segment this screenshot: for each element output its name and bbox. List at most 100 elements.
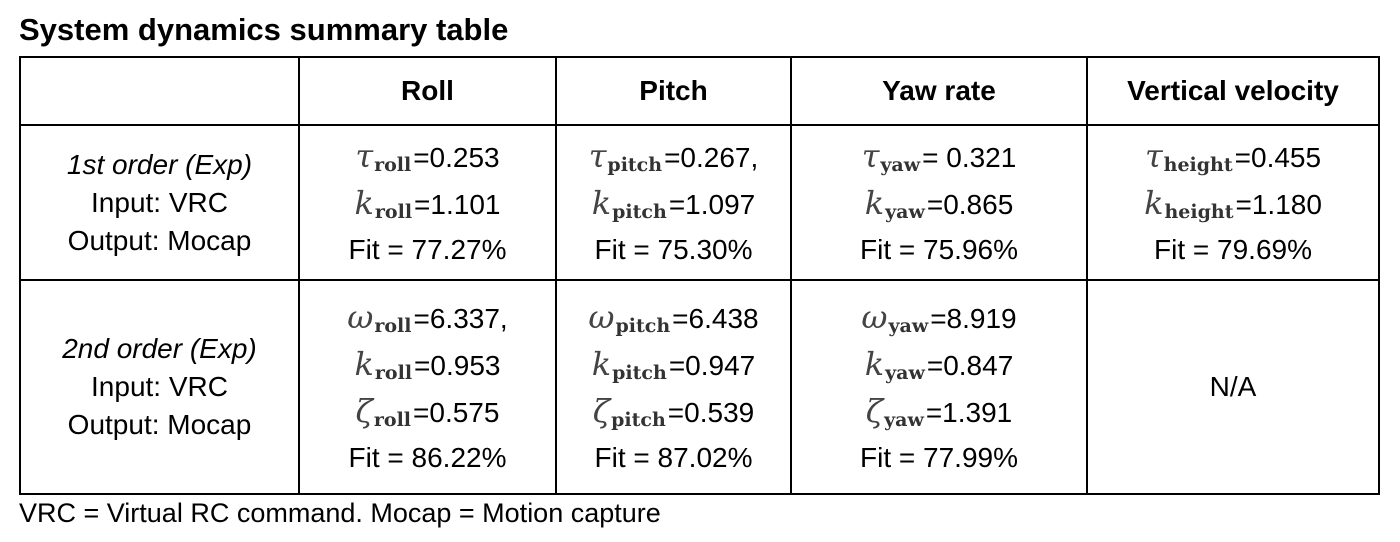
model-input: Input: VRC [91, 371, 228, 402]
parameter-line: kyaw=0.847 [792, 343, 1086, 390]
parameter-subscript: pitch [612, 200, 667, 223]
model-output: Output: Mocap [67, 409, 252, 440]
parameter-symbol: τ [588, 136, 607, 175]
fit-value: Fit = 87.02% [594, 441, 753, 473]
header-row: Roll Pitch Yaw rate Vertical velocity [19, 56, 1380, 126]
parameter-value: =0.947 [668, 349, 756, 381]
parameter-value: = 0.321 [922, 141, 1017, 173]
parameter-line: ζyaw=1.391 [792, 390, 1086, 437]
not-applicable: N/A [1209, 371, 1257, 402]
fit-line: Fit = 87.02% [557, 437, 790, 479]
parameter-line: ωyaw=8.919 [792, 296, 1086, 343]
cell-vertical-velocity: τheight=0.455 kheight=1.180 Fit = 79.69% [1086, 124, 1380, 281]
parameter-symbol: τ [1144, 136, 1163, 175]
fit-value: Fit = 75.30% [594, 233, 753, 265]
fit-line: Fit = 77.27% [300, 229, 555, 271]
parameter-symbol: ζ [355, 391, 373, 430]
parameter-subscript: roll [374, 153, 412, 176]
model-order: 2nd order (Exp) [62, 333, 257, 364]
parameter-subscript: pitch [611, 408, 666, 431]
row-label: 1st order (Exp) Input: VRC Output: Mocap [19, 124, 300, 281]
cell-roll: ωroll=6.337, kroll=0.953 ζroll=0.575 Fit = … [298, 279, 557, 495]
parameter-value: =6.337, [413, 302, 508, 334]
parameter-symbol: k [1144, 183, 1164, 222]
table-row: 2nd order (Exp) Input: VRC Output: Mocap… [19, 279, 1380, 495]
cell-vertical-velocity: N/A [1086, 279, 1380, 495]
parameter-symbol: τ [861, 136, 880, 175]
parameter-line: ωroll=6.337, [300, 296, 555, 343]
parameter-subscript: roll [374, 314, 412, 337]
parameter-value: =0.267, [664, 141, 759, 173]
cell-pitch: τpitch=0.267, kpitch=1.097 Fit = 75.30% [555, 124, 792, 281]
header-yaw-rate: Yaw rate [790, 56, 1088, 126]
parameter-value: =1.101 [414, 188, 501, 220]
parameter-line: τroll=0.253 [300, 135, 555, 182]
parameter-line: τheight=0.455 [1088, 135, 1378, 182]
header-vertical-velocity: Vertical velocity [1086, 56, 1380, 126]
parameter-symbol: ω [588, 297, 615, 336]
fit-value: Fit = 75.96% [860, 233, 1018, 265]
parameter-symbol: ζ [865, 391, 884, 430]
parameter-subscript: roll [374, 200, 413, 223]
parameter-line: kroll=0.953 [300, 343, 555, 390]
parameter-symbol: ω [861, 297, 888, 336]
parameter-symbol: τ [355, 136, 374, 175]
cell-yaw-rate: ωyaw=8.919 kyaw=0.847 ζyaw=1.391 Fit = 77.9… [790, 279, 1088, 495]
parameter-value: =0.953 [414, 349, 501, 381]
header-pitch: Pitch [555, 56, 792, 126]
footnote: VRC = Virtual RC command. Mocap = Motion… [19, 498, 661, 528]
parameter-value: =8.919 [930, 302, 1017, 334]
parameter-symbol: k [354, 183, 374, 222]
fit-line: Fit = 79.69% [1088, 229, 1378, 271]
parameter-line: kpitch=0.947 [557, 343, 790, 390]
parameter-subscript: height [1164, 200, 1234, 223]
fit-value: Fit = 79.69% [1154, 233, 1312, 265]
parameter-subscript: yaw [885, 200, 925, 223]
parameter-line: ωpitch=6.438 [557, 296, 790, 343]
parameter-value: =6.438 [672, 302, 759, 334]
parameter-line: τpitch=0.267, [557, 135, 790, 182]
parameter-subscript: yaw [880, 153, 921, 176]
header-corner [19, 56, 300, 126]
fit-value: Fit = 86.22% [348, 441, 507, 473]
parameter-line: kpitch=1.097 [557, 182, 790, 229]
parameter-subscript: yaw [885, 361, 925, 384]
parameter-value: =0.539 [667, 396, 755, 428]
parameter-value: =0.575 [413, 396, 500, 428]
parameter-value: =1.391 [925, 396, 1013, 428]
parameter-symbol: k [591, 344, 612, 383]
row-label: 2nd order (Exp) Input: VRC Output: Mocap [19, 279, 300, 495]
parameter-value: =1.097 [668, 188, 756, 220]
parameter-value: =1.180 [1235, 188, 1322, 220]
parameter-value: =0.847 [926, 349, 1014, 381]
model-output: Output: Mocap [67, 224, 252, 256]
model-input: Input: VRC [91, 186, 228, 218]
parameter-subscript: yaw [884, 408, 924, 431]
fit-line: Fit = 75.30% [557, 229, 790, 271]
fit-value: Fit = 77.27% [348, 233, 507, 265]
parameter-symbol: k [864, 344, 885, 383]
fit-line: Fit = 86.22% [300, 437, 555, 479]
table-title: System dynamics summary table [19, 12, 509, 47]
parameter-value: =0.455 [1234, 141, 1322, 173]
parameter-symbol: ω [347, 297, 374, 336]
fit-line: Fit = 77.99% [792, 437, 1086, 479]
header-roll: Roll [298, 56, 557, 126]
cell-roll: τroll=0.253 kroll=1.101 Fit = 77.27% [298, 124, 557, 281]
model-order: 1st order (Exp) [66, 148, 253, 180]
parameter-line: τyaw= 0.321 [792, 135, 1086, 182]
parameter-subscript: pitch [612, 361, 667, 384]
parameter-line: kyaw=0.865 [792, 182, 1086, 229]
parameter-symbol: ζ [592, 391, 611, 430]
summary-table: Roll Pitch Yaw rate Vertical velocity 1s… [19, 56, 1380, 495]
parameter-line: kroll=1.101 [300, 182, 555, 229]
parameter-subscript: roll [373, 408, 412, 431]
table-row: 1st order (Exp) Input: VRC Output: Mocap… [19, 124, 1380, 281]
parameter-line: kheight=1.180 [1088, 182, 1378, 229]
fit-line: Fit = 75.96% [792, 229, 1086, 271]
parameter-value: =0.865 [926, 188, 1014, 220]
fit-value: Fit = 77.99% [860, 441, 1018, 473]
cell-pitch: ωpitch=6.438 kpitch=0.947 ζpitch=0.539 Fit … [555, 279, 792, 495]
parameter-symbol: k [864, 183, 885, 222]
parameter-subscript: pitch [607, 153, 663, 176]
